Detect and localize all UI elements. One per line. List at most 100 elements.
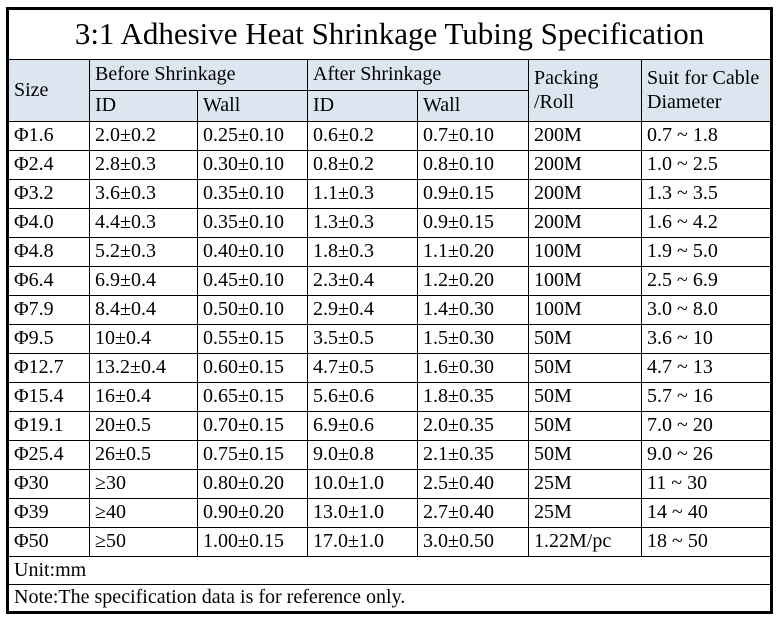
size-cell: Φ15.4 [7,382,90,412]
table-row: Φ50 ≥50 1.00±0.15 17.0±1.0 3.0±0.50 1.22M/pc 1… [7,527,773,557]
value-cell: 0.8±0.2 [307,150,418,180]
value-cell: 4.7 ~ 13 [640,353,773,383]
unit-row: Unit:mm [6,556,773,585]
value-cell: 200M [528,121,642,151]
table-row: Φ6.4 6.9±0.4 0.45±0.10 2.3±0.4 1.2±0.20 100M 2… [7,266,773,296]
col-header-id-before: ID [89,90,198,122]
value-cell: 1.6 ~ 4.2 [640,208,773,238]
value-cell: 0.90±0.20 [197,498,308,528]
size-cell: Φ4.0 [7,208,90,238]
value-cell: 9.0±0.8 [307,440,418,470]
value-cell: 2.0±0.35 [417,411,529,441]
size-cell: Φ39 [7,498,90,528]
table-row: Φ7.9 8.4±0.4 0.50±0.10 2.9±0.4 1.4±0.30 100M 3… [7,295,773,325]
value-cell: 1.22M/pc [528,527,642,557]
spec-table: 3:1 Adhesive Heat Shrinkage Tubing Speci… [6,7,774,614]
table-row: Φ19.1 20±0.5 0.70±0.15 6.9±0.6 2.0±0.35 50M 7.… [7,411,773,441]
note-row: Note:The specification data is for refer… [6,584,773,613]
value-cell: 1.9 ~ 5.0 [640,237,773,267]
value-cell: 1.1±0.20 [417,237,529,267]
value-cell: 2.3±0.4 [307,266,418,296]
value-cell: 6.9±0.4 [89,266,198,296]
value-cell: 50M [528,382,642,412]
value-cell: 3.5±0.5 [307,324,418,354]
value-cell: 1.4±0.30 [417,295,529,325]
size-cell: Φ9.5 [7,324,90,354]
value-cell: 25M [528,498,642,528]
value-cell: 0.6±0.2 [307,121,418,151]
table-row: Φ15.4 16±0.4 0.65±0.15 5.6±0.6 1.8±0.35 50M 5.… [7,382,773,412]
value-cell: 26±0.5 [89,440,198,470]
suit-label-line1: Suit for Cable [647,66,760,89]
col-header-packing-roll: Packing /Roll [528,59,642,122]
value-cell: 0.60±0.15 [197,353,308,383]
value-cell: 0.45±0.10 [197,266,308,296]
table-row: Φ1.6 2.0±0.2 0.25±0.10 0.6±0.2 0.7±0.10 200M 0… [7,121,773,151]
table-row: Φ39 ≥40 0.90±0.20 13.0±1.0 2.7±0.40 25M 14 ~ 4… [7,498,773,528]
col-header-wall-after: Wall [417,90,529,122]
title-row: 3:1 Adhesive Heat Shrinkage Tubing Speci… [6,8,773,60]
value-cell: 0.9±0.15 [417,208,529,238]
size-cell: Φ12.7 [7,353,90,383]
size-cell: Φ25.4 [7,440,90,470]
table-row: Φ12.7 13.2±0.4 0.60±0.15 4.7±0.5 1.6±0.30 50M… [7,353,773,383]
value-cell: 1.8±0.3 [307,237,418,267]
table-row: Φ9.5 10±0.4 0.55±0.15 3.5±0.5 1.5±0.30 50M 3.6… [7,324,773,354]
value-cell: 17.0±1.0 [307,527,418,557]
value-cell: 0.9±0.15 [417,179,529,209]
value-cell: 0.70±0.15 [197,411,308,441]
value-cell: 100M [528,266,642,296]
value-cell: 0.55±0.15 [197,324,308,354]
value-cell: 1.8±0.35 [417,382,529,412]
value-cell: 14 ~ 40 [640,498,773,528]
value-cell: 0.30±0.10 [197,150,308,180]
value-cell: 1.00±0.15 [197,527,308,557]
value-cell: 5.2±0.3 [89,237,198,267]
value-cell: 50M [528,324,642,354]
table-row: Φ30 ≥30 0.80±0.20 10.0±1.0 2.5±0.40 25M 11 ~ 3… [7,469,773,499]
value-cell: ≥30 [89,469,198,499]
table-row: Φ4.0 4.4±0.3 0.35±0.10 1.3±0.3 0.9±0.15 200M 1… [7,208,773,238]
value-cell: 1.3±0.3 [307,208,418,238]
value-cell: 2.5 ~ 6.9 [640,266,773,296]
value-cell: 1.6±0.30 [417,353,529,383]
value-cell: 13.0±1.0 [307,498,418,528]
value-cell: 50M [528,353,642,383]
size-cell: Φ6.4 [7,266,90,296]
header-row-2: ID Wall ID Wall [8,90,772,122]
value-cell: 20±0.5 [89,411,198,441]
value-cell: 3.6±0.3 [89,179,198,209]
value-cell: 50M [528,411,642,441]
value-cell: 13.2±0.4 [89,353,198,383]
note-row-cell: Note:The specification data is for refer… [6,584,773,613]
col-header-after-shrinkage: After Shrinkage [307,59,529,91]
value-cell: 100M [528,295,642,325]
value-cell: 0.35±0.10 [197,179,308,209]
table-row: Φ3.2 3.6±0.3 0.35±0.10 1.1±0.3 0.9±0.15 200M 1… [7,179,773,209]
value-cell: 200M [528,208,642,238]
suit-label-line2: Diameter [647,90,722,113]
value-cell: 5.6±0.6 [307,382,418,412]
table-row: Φ4.8 5.2±0.3 0.40±0.10 1.8±0.3 1.1±0.20 100M 1… [7,237,773,267]
value-cell: 0.7 ~ 1.8 [640,121,773,151]
table-row: Φ25.4 26±0.5 0.75±0.15 9.0±0.8 2.1±0.35 50M 9.… [7,440,773,470]
value-cell: 0.80±0.20 [197,469,308,499]
value-cell: 3.0±0.50 [417,527,529,557]
value-cell: 1.3 ~ 3.5 [640,179,773,209]
value-cell: 18 ~ 50 [640,527,773,557]
value-cell: 2.9±0.4 [307,295,418,325]
value-cell: 5.7 ~ 16 [640,382,773,412]
size-cell: Φ19.1 [7,411,90,441]
col-header-wall-before: Wall [197,90,308,122]
value-cell: 0.75±0.15 [197,440,308,470]
value-cell: 3.0 ~ 8.0 [640,295,773,325]
size-cell: Φ50 [7,527,90,557]
value-cell: 2.8±0.3 [89,150,198,180]
value-cell: 0.35±0.10 [197,208,308,238]
packing-label-line2: /Roll [534,90,575,113]
size-cell: Φ2.4 [7,150,90,180]
value-cell: 100M [528,237,642,267]
value-cell: 16±0.4 [89,382,198,412]
value-cell: 0.8±0.10 [417,150,529,180]
header-row-1: Size Before Shrinkage After Shrinkage Pa… [7,59,773,122]
